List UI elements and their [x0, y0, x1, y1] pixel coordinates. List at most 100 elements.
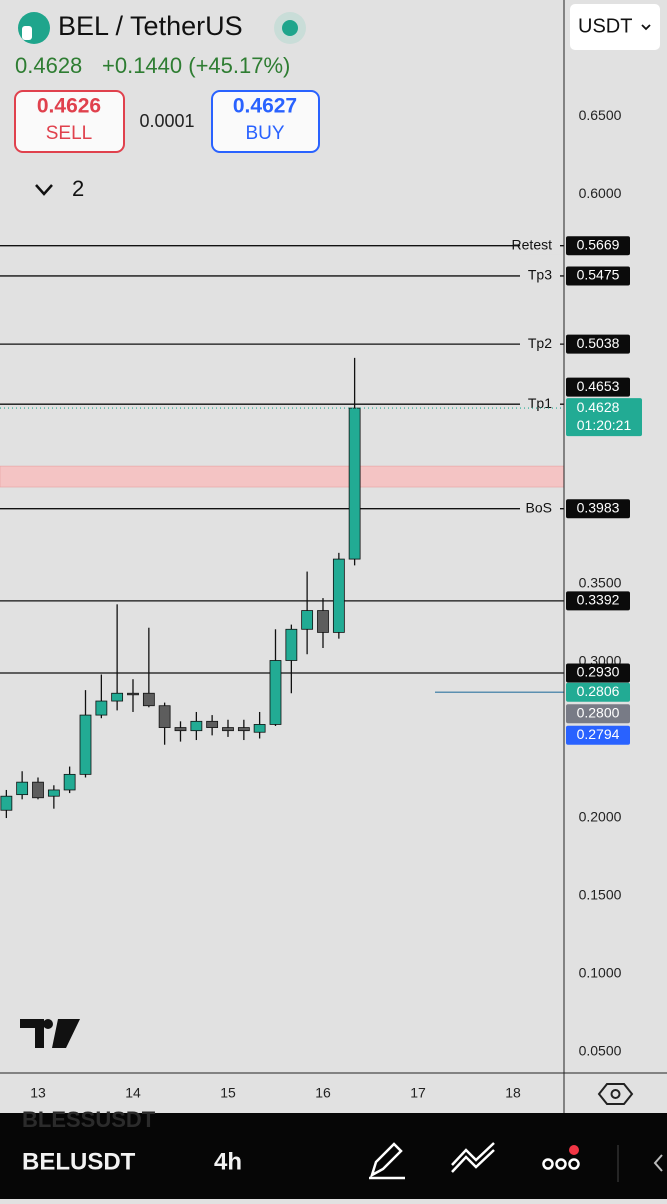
candle-body — [206, 720, 219, 728]
x-tick-label: 18 — [505, 1085, 521, 1101]
candle-body — [47, 789, 60, 797]
candle-body — [63, 773, 76, 791]
settings-icon — [610, 1089, 621, 1099]
sell-button[interactable] — [14, 90, 125, 153]
overlay: 0.65000.60000.35000.30000.20000.15000.10… — [30, 107, 642, 1101]
level-price-bg — [566, 499, 630, 519]
candle-body — [317, 610, 329, 633]
candle-body — [158, 705, 171, 728]
currency-button[interactable] — [570, 4, 660, 50]
ghost-symbol: BLESSUSDT — [22, 1107, 156, 1132]
spread: 0.0001 — [139, 111, 194, 131]
notification-dot — [569, 1145, 579, 1155]
currency: USDT — [578, 15, 632, 37]
y-tick-label: 0.2000 — [579, 809, 622, 825]
level-price: 0.2930 — [577, 664, 620, 680]
buy-price: 0.4627 — [233, 95, 297, 118]
level-price: 0.5038 — [577, 335, 620, 351]
candle-body — [269, 660, 282, 725]
indicator-count[interactable]: 2 — [72, 176, 84, 201]
candle-body — [174, 727, 187, 732]
marker-price: 0.2800 — [577, 705, 620, 721]
interval[interactable]: 4h — [214, 1148, 242, 1175]
candle-body — [222, 727, 234, 732]
buy-button[interactable] — [211, 90, 320, 153]
more-menu — [568, 1158, 580, 1170]
candle-body — [301, 610, 314, 630]
settings-icon[interactable] — [597, 1083, 634, 1105]
sell-label: SELL — [46, 123, 92, 144]
candle-body — [79, 714, 92, 775]
level-name-bg — [520, 335, 560, 354]
candle-body — [16, 781, 29, 796]
candle-body — [332, 558, 345, 633]
sell-price: 0.4626 — [37, 95, 101, 118]
candle-body — [348, 407, 361, 560]
y-tick-label: 0.3500 — [579, 575, 622, 591]
level-name-bg — [520, 236, 560, 255]
level-price: 0.3392 — [577, 592, 620, 608]
level-price-bg — [566, 266, 630, 286]
candle-body — [95, 700, 108, 716]
more-menu — [555, 1158, 567, 1170]
y-tick-label: 0.0500 — [579, 1043, 622, 1059]
price-change: +0.1440 (+45.17%) — [102, 53, 290, 78]
toolbar-symbol[interactable]: BELUSDT — [22, 1148, 136, 1175]
level-name: Tp1 — [528, 395, 552, 411]
candle-body — [32, 781, 44, 799]
more-menu[interactable] — [542, 1158, 554, 1170]
marker-price-bg — [566, 682, 630, 702]
logo — [43, 1019, 53, 1029]
icon-shape — [22, 26, 32, 40]
level-price-bg — [566, 591, 630, 611]
marker-price: 0.2794 — [577, 726, 620, 742]
last-price-bg — [566, 398, 642, 437]
status-dot — [282, 20, 298, 36]
candle-body — [285, 628, 298, 661]
marker-price-bg — [566, 704, 630, 724]
back-icon[interactable] — [653, 1154, 663, 1172]
plot: Retest Tp3 Tp2 Tp1 BoS — [0, 236, 565, 819]
candle-body — [127, 692, 139, 696]
level-name-bg — [520, 499, 560, 518]
draw-tool[interactable] — [369, 1142, 405, 1180]
symbol-title[interactable]: BEL / TetherUS — [58, 11, 243, 41]
level-name: Tp3 — [528, 267, 552, 283]
candle-body — [0, 795, 13, 811]
zone — [0, 465, 565, 488]
toolbar — [0, 1113, 667, 1199]
candle-body — [111, 692, 124, 702]
level-price-bg — [566, 377, 630, 397]
marker-price: 0.2806 — [577, 683, 620, 699]
x-tick-label: 15 — [220, 1085, 236, 1101]
level-price: 0.3983 — [577, 499, 620, 515]
indicator-tool[interactable] — [451, 1142, 495, 1173]
dropdown-icon — [641, 24, 651, 31]
candle-body — [142, 692, 155, 707]
candle-body — [253, 724, 266, 733]
y-tick-label: 0.1000 — [579, 965, 622, 981]
y-tick-label: 0.1500 — [579, 887, 622, 903]
x-tick-label: 13 — [30, 1085, 46, 1101]
level-name: Retest — [512, 236, 553, 252]
level-price-bg — [566, 236, 630, 256]
buy-label: BUY — [245, 123, 284, 144]
collapse-icon[interactable] — [35, 184, 53, 196]
y-tick-label: 0.6500 — [579, 107, 622, 123]
x-tick-label: 17 — [410, 1085, 426, 1101]
level-name-bg — [520, 395, 560, 414]
y-tick-label: 0.6000 — [579, 185, 622, 201]
level-price: 0.5669 — [577, 236, 620, 252]
level-price-bg — [566, 663, 630, 683]
x-tick-label: 16 — [315, 1085, 331, 1101]
marker-price-bg — [566, 725, 630, 745]
level-price: 0.4653 — [577, 378, 620, 394]
logo — [20, 1019, 80, 1048]
level-price: 0.5475 — [577, 267, 620, 283]
candle-body — [237, 727, 250, 732]
x-tick-label: 14 — [125, 1085, 141, 1101]
level-name: BoS — [526, 499, 552, 515]
level-name: Tp2 — [528, 335, 552, 351]
